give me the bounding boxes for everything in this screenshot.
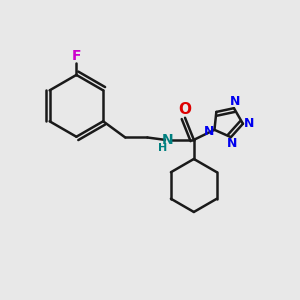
Text: N: N	[230, 94, 241, 108]
Text: N: N	[162, 133, 174, 147]
Text: F: F	[72, 49, 81, 63]
Text: H: H	[158, 143, 168, 153]
Text: N: N	[227, 137, 238, 150]
Text: N: N	[204, 125, 214, 138]
Text: N: N	[244, 117, 255, 130]
Text: O: O	[178, 102, 191, 117]
